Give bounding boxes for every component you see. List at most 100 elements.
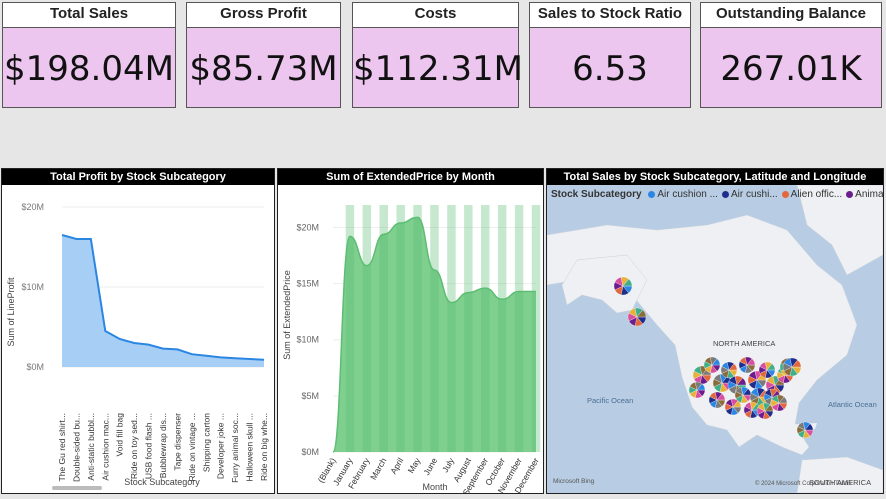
- legend-item[interactable]: Air cushion ...: [644, 189, 718, 200]
- x-tick-label: Air cushion mac...: [100, 413, 110, 481]
- pie-slice: [622, 278, 633, 287]
- pie-slice: [732, 400, 742, 408]
- profit-by-subcategory-chart[interactable]: Total Profit by Stock Subcategory $0M $10…: [1, 168, 275, 494]
- y-axis-label: Sum of LineProfit: [6, 277, 16, 347]
- kpi-value: $198.04M: [4, 49, 174, 89]
- month-band: [345, 205, 355, 452]
- x-axis-label: Month: [422, 482, 447, 492]
- month-band: [447, 205, 456, 452]
- legend-item[interactable]: Animal ...: [842, 189, 884, 200]
- x-axis-label: Stock Subcategory: [124, 477, 200, 487]
- legend-item[interactable]: Alien offic...: [778, 189, 843, 200]
- y-tick-label: $20M: [21, 202, 44, 212]
- kpi-value: $112.31M: [353, 49, 523, 89]
- pie-slice: [778, 396, 788, 404]
- bing-logo: Microsoft Bing: [553, 478, 595, 485]
- kpi-title: Gross Profit: [187, 3, 340, 28]
- kpi-title: Sales to Stock Ratio: [530, 3, 690, 28]
- pie-slice: [791, 359, 802, 368]
- y-tick-label: $15M: [296, 279, 319, 289]
- x-tick-label: USB food flash ...: [144, 413, 154, 479]
- x-tick-label: Halloween skull ...: [245, 413, 255, 482]
- label-south-america: SOUTH AMERICA: [809, 478, 871, 487]
- chart-title: Total Sales by Stock Subcategory, Latitu…: [547, 169, 883, 185]
- extended-price-by-month-chart[interactable]: Sum of ExtendedPrice by Month $0M $5M $10M…: [277, 168, 544, 494]
- map-legend[interactable]: Stock Subcategory Air cushion ... Air cus…: [551, 189, 884, 200]
- kpi-value: 267.01K: [720, 49, 862, 89]
- label-atlantic: Atlantic Ocean: [828, 400, 877, 409]
- x-tick-label: May: [406, 455, 423, 475]
- pie-slice: [636, 309, 647, 318]
- pie-slice: [736, 377, 747, 386]
- chart-title: Sum of ExtendedPrice by Month: [278, 169, 543, 185]
- legend-dot-icon: [721, 190, 729, 198]
- x-tick-label: Ride on vintage ...: [187, 413, 197, 482]
- label-north-america: NORTH AMERICA: [713, 339, 775, 348]
- x-tick-label: Void fill bag: [115, 413, 125, 457]
- x-tick-label: Shipping carton: [201, 413, 211, 472]
- legend-dot-icon: [846, 190, 854, 198]
- pie-slice: [804, 423, 814, 431]
- y-axis-label: Sum of ExtendedPrice: [282, 270, 292, 360]
- profit-area-chart[interactable]: $0M $10M $20M The Gu red shirt... Double-sid…: [2, 185, 274, 493]
- pie-slice: [766, 363, 776, 371]
- alaska-land: [561, 254, 648, 314]
- greenland-land: [796, 185, 883, 276]
- x-tick-label: July: [440, 455, 457, 474]
- extended-price-area-chart[interactable]: $0M$5M$10M$15M$20M(Blank)JanuaryFebruary…: [278, 185, 543, 493]
- month-band: [514, 205, 524, 452]
- month-band: [531, 205, 541, 452]
- kpi-title: Costs: [353, 3, 518, 28]
- pie-markers: [613, 276, 814, 439]
- legend-label: Air cushi...: [730, 189, 778, 200]
- x-tick-label: June: [421, 456, 439, 477]
- scrollbar-thumb: [52, 486, 102, 490]
- month-band: [396, 205, 405, 452]
- legend-label: Animal ...: [855, 189, 884, 200]
- south-america-land: [796, 456, 883, 493]
- chart-title: Total Profit by Stock Subcategory: [2, 169, 274, 185]
- x-tick-label: Ride on big whe...: [259, 413, 269, 481]
- pie-slice: [696, 383, 706, 391]
- x-tick-label: Developer joke ...: [216, 413, 226, 479]
- month-band: [464, 205, 473, 452]
- label-pacific: Pacific Ocean: [587, 396, 633, 405]
- month-band: [430, 205, 439, 452]
- x-tick-label: April: [388, 456, 405, 476]
- x-tick-label: March: [368, 456, 389, 482]
- kpi-gross-profit: Gross Profit $85.73M: [186, 2, 341, 108]
- area-fill: [62, 235, 264, 367]
- y-tick-label: $20M: [296, 222, 319, 232]
- month-band: [413, 205, 422, 452]
- x-tick-label: Anti-static bubbl...: [86, 413, 96, 481]
- area-line: [61, 234, 265, 361]
- y-tick-label: $10M: [21, 282, 44, 292]
- legend-dot-icon: [648, 190, 656, 198]
- sales-map[interactable]: NORTH AMERICA Pacific Ocean Atlantic Oce…: [547, 185, 883, 493]
- y-tick-label: $5M: [301, 391, 319, 401]
- legend-label: Alien offic...: [790, 189, 843, 200]
- legend-title: Stock Subcategory: [551, 189, 642, 200]
- month-band: [481, 205, 490, 452]
- month-band: [379, 205, 388, 452]
- pie-slice: [711, 358, 721, 366]
- legend-item[interactable]: Air cushi...: [718, 189, 778, 200]
- pie-slice: [728, 363, 738, 371]
- kpi-value: $85.73M: [189, 49, 338, 89]
- kpi-value: 6.53: [572, 49, 648, 89]
- sales-map-chart[interactable]: Total Sales by Stock Subcategory, Latitu…: [546, 168, 884, 494]
- map-attribution: © 2024 Microsoft Corporation Terms: [755, 480, 851, 487]
- kpi-total-sales: Total Sales $198.04M: [2, 2, 176, 108]
- pie-slice: [764, 404, 774, 412]
- x-tick-label: Bubblewrap dis...: [158, 413, 168, 478]
- kpi-outstanding-balance: Outstanding Balance 267.01K: [700, 2, 882, 108]
- legend-dot-icon: [781, 190, 789, 198]
- x-tick-label: Tape dispenser: [172, 413, 182, 471]
- pie-slice: [716, 393, 726, 401]
- pie-slice: [746, 358, 756, 366]
- y-tick-label: $0M: [26, 362, 44, 372]
- x-tick-label: Ride on toy sed...: [129, 413, 139, 479]
- legend-label: Air cushion ...: [657, 189, 718, 200]
- y-tick-label: $0M: [301, 447, 319, 457]
- x-tick-label: Double-sided bu...: [71, 413, 81, 482]
